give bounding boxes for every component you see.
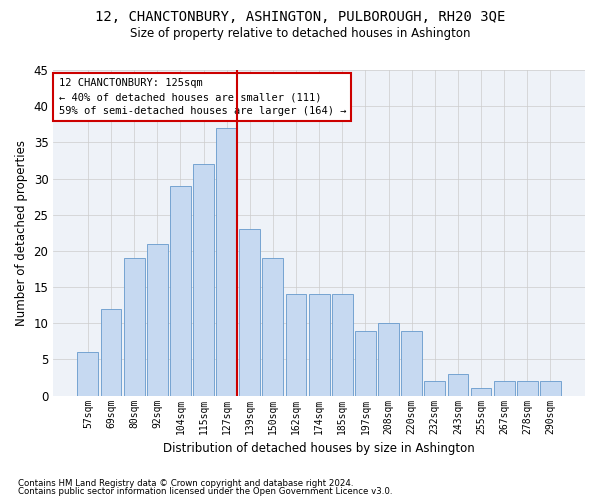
Text: Contains public sector information licensed under the Open Government Licence v3: Contains public sector information licen… bbox=[18, 487, 392, 496]
Bar bbox=[378, 324, 399, 396]
Bar bbox=[470, 388, 491, 396]
X-axis label: Distribution of detached houses by size in Ashington: Distribution of detached houses by size … bbox=[163, 442, 475, 455]
Text: Contains HM Land Registry data © Crown copyright and database right 2024.: Contains HM Land Registry data © Crown c… bbox=[18, 478, 353, 488]
Bar bbox=[170, 186, 191, 396]
Bar bbox=[216, 128, 237, 396]
Bar bbox=[517, 381, 538, 396]
Bar bbox=[193, 164, 214, 396]
Bar bbox=[239, 229, 260, 396]
Bar bbox=[355, 330, 376, 396]
Bar bbox=[309, 294, 329, 396]
Bar bbox=[124, 258, 145, 396]
Bar bbox=[540, 381, 561, 396]
Bar bbox=[494, 381, 515, 396]
Bar bbox=[101, 309, 121, 396]
Bar bbox=[262, 258, 283, 396]
Bar bbox=[424, 381, 445, 396]
Bar bbox=[448, 374, 469, 396]
Bar bbox=[77, 352, 98, 396]
Bar bbox=[286, 294, 307, 396]
Text: Size of property relative to detached houses in Ashington: Size of property relative to detached ho… bbox=[130, 28, 470, 40]
Bar bbox=[332, 294, 353, 396]
Y-axis label: Number of detached properties: Number of detached properties bbox=[15, 140, 28, 326]
Bar bbox=[147, 244, 167, 396]
Bar bbox=[401, 330, 422, 396]
Text: 12, CHANCTONBURY, ASHINGTON, PULBOROUGH, RH20 3QE: 12, CHANCTONBURY, ASHINGTON, PULBOROUGH,… bbox=[95, 10, 505, 24]
Text: 12 CHANCTONBURY: 125sqm
← 40% of detached houses are smaller (111)
59% of semi-d: 12 CHANCTONBURY: 125sqm ← 40% of detache… bbox=[59, 78, 346, 116]
